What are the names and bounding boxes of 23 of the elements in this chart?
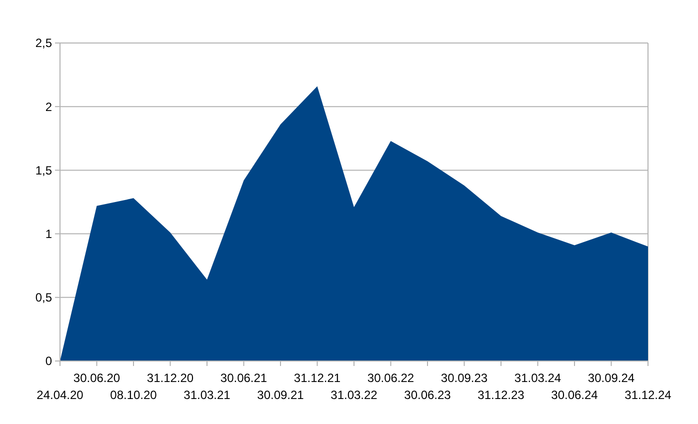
y-tick-label: 1,5 [35, 163, 52, 178]
x-tick-label: 08.10.20 [110, 388, 158, 402]
x-tick-label: 30.06.24 [551, 388, 598, 402]
y-tick-label: 2,5 [35, 36, 52, 50]
x-tick-label: 31.03.21 [184, 388, 231, 402]
x-tick-label: 31.12.21 [294, 371, 341, 385]
x-tick-label: 31.12.24 [624, 388, 672, 402]
x-tick-label: 30.09.21 [257, 388, 304, 402]
x-tick-label: 30.09.23 [440, 371, 488, 385]
x-tick-label: 31.03.24 [514, 371, 562, 385]
x-tick-label: 30.06.23 [404, 388, 452, 402]
y-tick-label: 2 [45, 100, 52, 114]
x-tick-label: 30.06.21 [220, 371, 268, 385]
x-tick-label: 31.12.23 [478, 388, 525, 402]
x-tick-label: 31.12.20 [146, 371, 194, 385]
y-tick-label: 0 [45, 354, 52, 368]
y-tick-label: 1 [45, 227, 52, 241]
x-tick-label: 30.09.24 [588, 371, 635, 385]
y-tick-label: 0,5 [35, 290, 52, 305]
x-tick-label: 24.04.20 [36, 388, 84, 402]
x-tick-label: 30.06.20 [73, 371, 120, 385]
x-tick-label: 30.06.22 [367, 371, 414, 385]
x-tick-label: 31.03.22 [330, 388, 378, 402]
